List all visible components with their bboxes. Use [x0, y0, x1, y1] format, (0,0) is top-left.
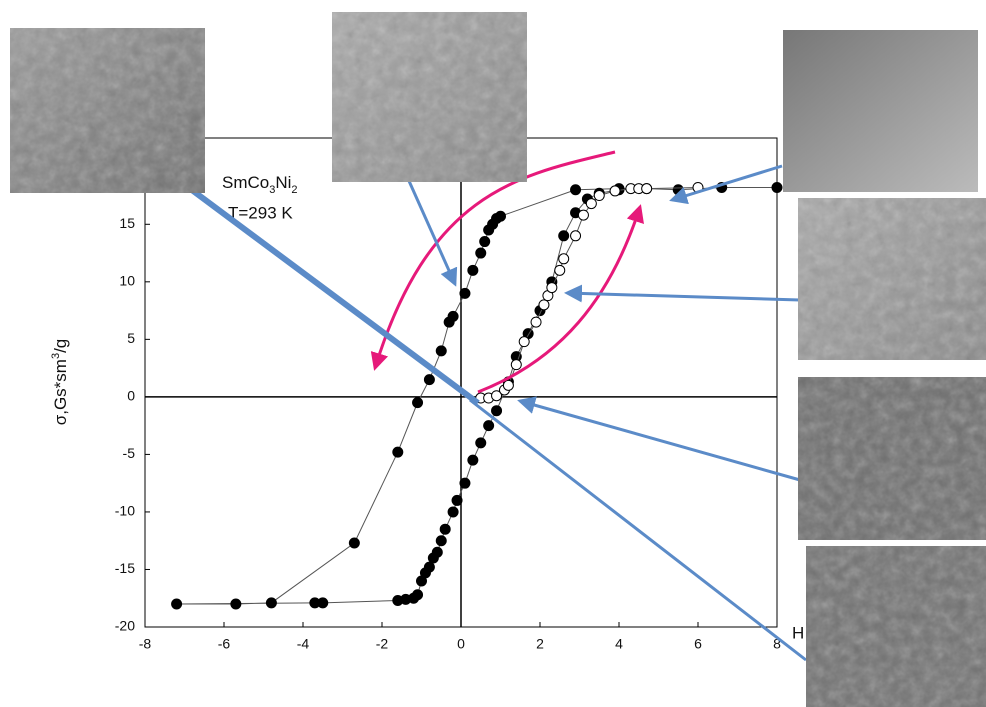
data-point: [444, 317, 454, 327]
data-point: [539, 300, 549, 310]
data-point: [413, 590, 423, 600]
data-point: [460, 478, 470, 488]
data-point: [468, 455, 478, 465]
data-point: [571, 231, 581, 241]
micrograph-texture: [798, 198, 986, 360]
annotation-part: Ni: [275, 173, 291, 192]
arrow: [165, 170, 478, 403]
x-tick-label: 2: [536, 636, 544, 652]
data-point: [452, 495, 462, 505]
y-axis-label: σ,Gs*sm3/g: [50, 339, 71, 426]
data-point: [547, 283, 557, 293]
data-point: [480, 237, 490, 247]
y-label-part: /g: [51, 339, 70, 353]
y-tick-label: 10: [119, 273, 135, 289]
annotation-part: SmCo: [222, 173, 269, 192]
overlay: [10, 12, 986, 707]
data-point: [231, 599, 241, 609]
y-tick-label: 15: [119, 215, 135, 231]
data-point: [448, 507, 458, 517]
data-point: [519, 337, 529, 347]
y-tick-label: -10: [115, 503, 135, 519]
data-point: [266, 598, 276, 608]
data-point: [424, 562, 434, 572]
data-point: [586, 199, 596, 209]
micrographs: [10, 12, 986, 707]
data-point: [492, 406, 502, 416]
data-point: [432, 547, 442, 557]
x-axis-label: H: [792, 623, 804, 642]
data-point: [349, 538, 359, 548]
annotation: SmCo3Ni2: [222, 173, 298, 195]
y-tick-label: 5: [127, 330, 135, 346]
data-point: [511, 360, 521, 370]
x-tick-label: 6: [694, 636, 702, 652]
y-tick-label: -20: [115, 618, 135, 634]
data-point: [594, 191, 604, 201]
data-point: [531, 317, 541, 327]
data-point: [424, 375, 434, 385]
micrograph-texture: [798, 377, 986, 540]
arrow: [520, 401, 800, 480]
data-point: [673, 185, 683, 195]
micrograph-texture: [10, 28, 205, 193]
micrograph-texture: [806, 546, 986, 707]
x-tick-label: -6: [218, 636, 231, 652]
y-label-part: σ,Gs*sm: [51, 359, 70, 425]
data-point: [468, 265, 478, 275]
arrow: [567, 293, 800, 300]
data-point: [503, 380, 513, 390]
data-point: [393, 447, 403, 457]
arrow: [470, 400, 806, 660]
data-point: [642, 184, 652, 194]
data-point: [436, 346, 446, 356]
data-point: [476, 438, 486, 448]
data-point: [413, 398, 423, 408]
micrograph: [783, 30, 978, 192]
x-tick-label: 0: [457, 636, 465, 652]
annotation: T=293 K: [228, 203, 293, 222]
chart: σ,Gs*sm3/g H SmCo3Ni2 T=293 K -8-6-4-202…: [0, 0, 986, 707]
data-point: [772, 182, 782, 192]
data-point: [484, 421, 494, 431]
annotation-sub: 2: [291, 184, 297, 196]
x-tick-label: 4: [615, 636, 623, 652]
data-point: [484, 225, 494, 235]
data-point: [571, 185, 581, 195]
x-tick-label: -2: [376, 636, 389, 652]
data-point: [555, 265, 565, 275]
data-point: [578, 210, 588, 220]
data-point: [559, 231, 569, 241]
data-point: [318, 598, 328, 608]
data-point: [559, 254, 569, 264]
x-tick-label: -8: [139, 636, 152, 652]
data-point: [436, 536, 446, 546]
y-tick-label: -5: [123, 445, 136, 461]
arrow: [405, 172, 455, 284]
data-point: [610, 186, 620, 196]
data-point: [460, 288, 470, 298]
data-point: [476, 248, 486, 258]
data-point: [172, 599, 182, 609]
y-tick-label: -15: [115, 560, 135, 576]
micrograph-texture: [332, 12, 527, 182]
x-tick-label: -4: [297, 636, 310, 652]
data-point: [440, 524, 450, 534]
arrow: [672, 166, 782, 200]
y-tick-label: 0: [127, 388, 135, 404]
